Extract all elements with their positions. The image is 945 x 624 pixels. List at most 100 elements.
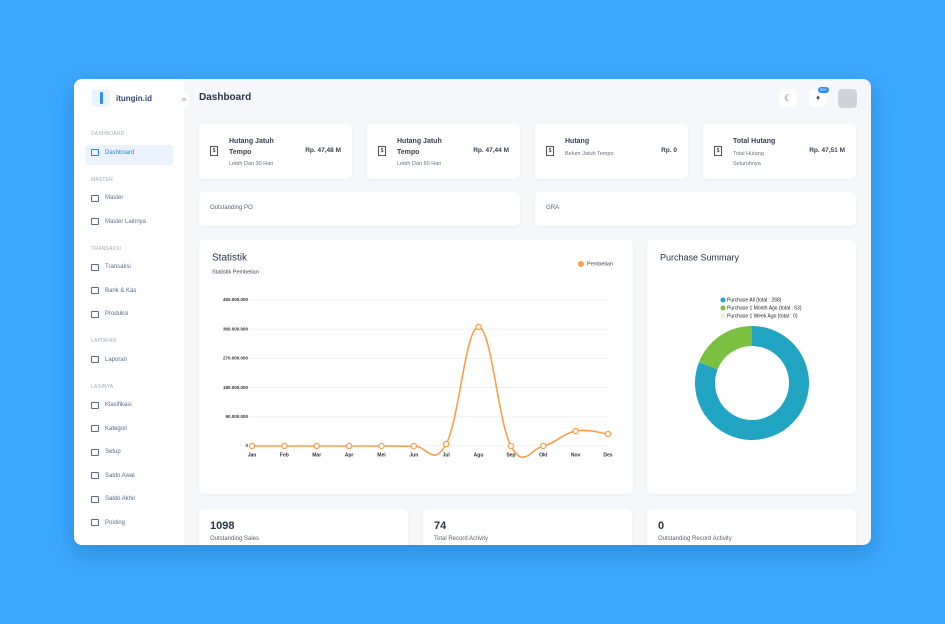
panel: Outstanding PO (199, 192, 520, 226)
nav-item[interactable]: Kategori (91, 425, 127, 432)
x-tick-label: Agu (474, 452, 484, 458)
nav-item[interactable]: Master Lainnya (91, 218, 146, 225)
stat-card: 74 Total Record Activity (423, 509, 632, 545)
nav-item[interactable]: Posting (91, 519, 125, 526)
legend-label: Purchase 1 Month Ago (total : 63) (727, 305, 802, 311)
nav-label: Master (105, 195, 124, 201)
nav-icon (91, 263, 99, 271)
nav-label: Saldo Akhir (105, 496, 136, 502)
nav-icon (91, 287, 99, 294)
point (410, 442, 418, 450)
chart-subtitle: Statistik Pembelian (212, 269, 259, 275)
y-tick-label: 450.000.000 (223, 297, 249, 302)
point (507, 442, 515, 450)
point (281, 442, 288, 450)
pie-slice (695, 326, 809, 440)
legend-swatch (578, 261, 584, 267)
card-subtitle: Total Hutang Seluruhnya (733, 151, 764, 167)
point (345, 442, 353, 450)
nav-icon (91, 356, 99, 363)
section-label: MASTER (91, 176, 114, 183)
brand: itungin.id (116, 94, 152, 103)
summary-card: $ Hutang Jatuh Tempo Lebih Dari 60 Hari Rp.… (367, 124, 520, 179)
stat-card: 1098 Outstanding Sales (199, 509, 408, 545)
active-item-bg (85, 145, 173, 165)
nav-item[interactable]: Produksi (91, 310, 128, 318)
nav-icon (91, 218, 99, 225)
card-title: Hutang Jatuh Tempo (229, 138, 274, 156)
app-window: itungin.id DASHBOARD Dashboard MASTER Maste… (74, 79, 871, 545)
nav-label: Posting (105, 519, 126, 526)
sidebar: itungin.id DASHBOARD Dashboard MASTER Maste… (74, 79, 184, 545)
nav-icon (91, 472, 99, 479)
card-title: Hutang (565, 138, 590, 145)
chart-title: Statistik (212, 253, 248, 264)
notification-badge: 99+ (818, 87, 829, 93)
section-label: DASHBOARD (91, 131, 125, 137)
panel: GRA (535, 192, 856, 226)
legend-swatch (720, 313, 726, 319)
nav-icon (91, 401, 99, 409)
nav-item[interactable]: Setup (91, 448, 121, 456)
nav-item[interactable]: Saldo Akhir (91, 495, 136, 503)
x-tick-label: Sep (506, 452, 515, 458)
y-tick-label: 360.000.000 (223, 326, 249, 331)
y-tick-label: 0 (245, 443, 248, 448)
nav-icon (91, 194, 99, 202)
logo-mark (100, 92, 103, 104)
nav-icon (91, 425, 99, 432)
series-line (252, 326, 609, 459)
pie-slice (698, 326, 752, 370)
x-tick-label: Feb (280, 452, 289, 458)
section-label: TRANSAKSI (91, 245, 122, 252)
avatar[interactable] (838, 89, 857, 108)
stat-value: 0 (658, 520, 665, 532)
notifications[interactable]: ♦ (809, 89, 827, 107)
nav-label: Klasifikasi (105, 402, 132, 408)
summary-card: $ Total Hutang Total Hutang Seluruhnya Rp. … (703, 124, 856, 179)
x-tick-label: Mei (377, 452, 386, 458)
x-tick-label: Jul (443, 452, 451, 458)
nav-item[interactable]: Bank & Kas (91, 287, 136, 294)
nav-label: Kategori (105, 425, 128, 432)
summary-card: $ Hutang Jatuh Tempo Lebih Dari 30 Hari Rp.… (199, 124, 352, 179)
nav-item[interactable]: Saldo Awal (91, 472, 135, 479)
x-tick-label: Des (603, 452, 612, 458)
section-label: LAPORAN (91, 338, 117, 344)
x-tick-label: Okt (539, 452, 548, 458)
nav-item[interactable]: Dashboard (91, 149, 134, 156)
point (442, 440, 450, 448)
panel-title: GRA (546, 205, 560, 211)
x-tick-label: Jan (248, 452, 257, 458)
card-icon: $ (378, 146, 386, 156)
theme-toggle[interactable]: ☾ (779, 89, 797, 107)
legend-swatch (720, 305, 726, 311)
nav-item[interactable]: Klasifikasi (91, 401, 132, 409)
card-icon: $ (714, 146, 722, 156)
legend-label: Purchase All (total : 268) (727, 297, 782, 303)
pie-chart-panel: Purchase Summary Purchase All (total : 26… (647, 240, 856, 494)
chart-title: Purchase Summary (660, 252, 740, 262)
nav-item[interactable]: Transaksi (91, 263, 131, 271)
nav-label: Setup (105, 449, 121, 455)
nav-item[interactable]: Laporan (91, 356, 127, 363)
stat-card: 0 Outstanding Record Activity (647, 509, 856, 545)
stat-label: Total Record Activity (434, 536, 489, 542)
point (572, 427, 579, 435)
x-tick-label: Nov (571, 452, 581, 458)
collapse-toggle[interactable]: ‹› (178, 94, 190, 106)
y-tick-label: 180.000.000 (223, 385, 249, 390)
legend-swatch (720, 297, 726, 303)
nav-icon (91, 495, 99, 503)
nav-icon (91, 519, 99, 526)
nav-label: Dashboard (105, 149, 135, 156)
nav-icon (91, 448, 99, 456)
card-value: Rp. 47,44 M (473, 147, 509, 154)
y-tick-label: 270.000.000 (223, 356, 249, 361)
pie-chart: Purchase Summary Purchase All (total : 26… (660, 252, 809, 440)
nav-item[interactable]: Master (91, 194, 124, 202)
card-title: Hutang Jatuh Tempo (397, 138, 442, 156)
nav-label: Bank & Kas (105, 287, 137, 294)
point (313, 442, 320, 450)
